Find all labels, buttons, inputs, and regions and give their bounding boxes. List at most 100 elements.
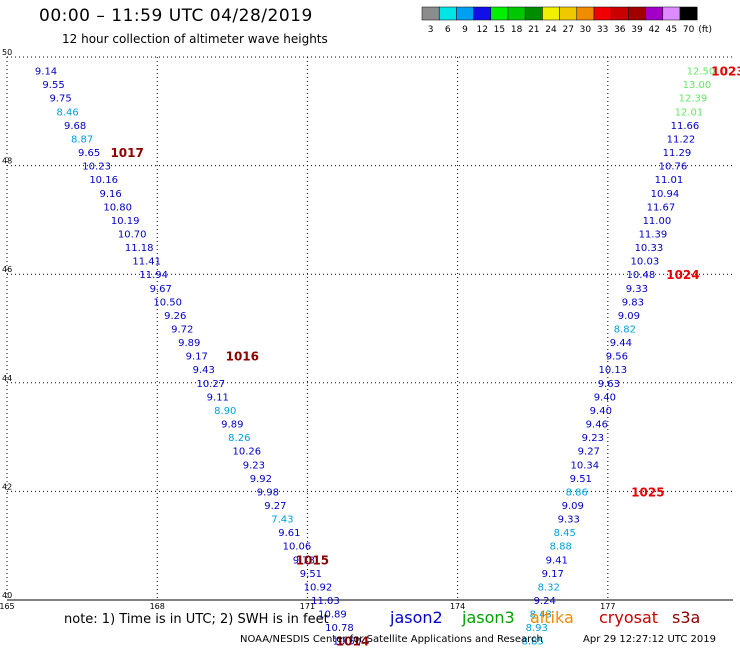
legend-swatch-label: 70 [683, 25, 695, 35]
swh-data-label: 11.22 [667, 134, 696, 145]
chart-subtitle: 12 hour collection of altimeter wave hei… [62, 32, 328, 46]
swh-data-label: 9.23 [243, 460, 265, 471]
legend-swatch-label: 24 [545, 25, 557, 35]
y-tick-label: 44 [2, 374, 12, 383]
pressure-label: 1014 [336, 635, 369, 649]
swh-data-label: 10.50 [333, 637, 362, 648]
legend-swatch [559, 6, 578, 21]
swh-data-label: 9.40 [590, 406, 612, 417]
swh-data-label: 10.89 [318, 610, 347, 621]
swh-data-label: 8.82 [614, 325, 636, 336]
swh-data-label: 11.39 [639, 229, 668, 240]
swh-data-label: 9.27 [578, 447, 600, 458]
swh-data-label: 10.26 [233, 447, 262, 458]
swh-data-label: 10.19 [111, 216, 140, 227]
legend-swatch-label: 6 [445, 25, 451, 35]
swh-data-label: 10.78 [325, 623, 354, 634]
swh-data-label: 13.00 [683, 80, 712, 91]
legend-satellite-cryosat: cryosat [599, 608, 659, 627]
swh-data-label: 10.76 [659, 162, 688, 173]
swh-data-label: 9.46 [586, 420, 608, 431]
footnote: note: 1) Time is in UTC; 2) SWH is in fe… [64, 612, 329, 627]
swh-data-label: 12.50 [687, 67, 716, 78]
swh-data-label: 9.44 [610, 338, 632, 349]
swh-data-label: 10.03 [631, 257, 660, 268]
swh-data-label: 8.32 [538, 582, 560, 593]
swh-data-label: 8.88 [550, 542, 572, 553]
swh-data-label: 8.85 [522, 637, 544, 648]
pressure-label: 1023 [711, 65, 740, 79]
legend-swatch-label: 30 [580, 25, 592, 35]
pressure-label: 1016 [226, 350, 259, 364]
swh-data-label: 8.45 [554, 528, 576, 539]
legend-swatch [662, 6, 681, 21]
legend-swatch [645, 6, 664, 21]
legend-swatch [628, 6, 646, 21]
legend-swatch-label: 21 [528, 25, 539, 35]
swh-data-label: 11.67 [647, 202, 676, 213]
swh-data-label: 11.00 [643, 216, 672, 227]
x-tick-label: 168 [150, 602, 165, 611]
y-tick-label: 42 [2, 482, 12, 491]
y-tick-label: 50 [2, 48, 12, 57]
swh-data-label: 12.01 [675, 107, 704, 118]
x-tick-label: 165 [0, 602, 15, 611]
swh-data-label: 9.43 [193, 365, 215, 376]
swh-data-label: 9.14 [35, 67, 57, 78]
pressure-label: 1017 [110, 146, 143, 160]
swh-data-label: 8.87 [71, 134, 93, 145]
swh-data-label: 8.86 [566, 487, 588, 498]
legend-satellite-altika: altika [530, 608, 574, 627]
swh-data-label: 9.17 [542, 569, 564, 580]
swh-data-label: 9.73 [293, 555, 315, 566]
generated-timestamp: Apr 29 12:27:12 UTC 2019 [583, 634, 716, 645]
swh-data-label: 10.27 [196, 379, 225, 390]
legend-swatch [473, 6, 492, 21]
swh-data-label: 9.16 [100, 189, 122, 200]
swh-data-label: 9.83 [622, 297, 644, 308]
swh-data-label: 11.29 [663, 148, 692, 159]
legend-satellite-jason2: jason2 [390, 608, 443, 627]
swh-data-label: 10.50 [153, 297, 182, 308]
swh-data-label: 9.92 [250, 474, 272, 485]
legend-swatch-label: 36 [614, 25, 626, 35]
legend-swatch-label: 39 [631, 25, 643, 35]
swh-data-label: 10.23 [82, 162, 111, 173]
legend-swatch [610, 6, 629, 21]
swh-data-label: 9.98 [257, 487, 279, 498]
swh-data-label: 11.18 [125, 243, 154, 254]
pressure-label: 1025 [631, 485, 664, 499]
swh-data-label: 9.26 [164, 311, 186, 322]
swh-data-label: 9.51 [300, 569, 322, 580]
swh-data-label: 11.03 [311, 596, 340, 607]
legend-swatch-label: 45 [666, 25, 677, 35]
swh-data-label: 11.94 [139, 270, 168, 281]
swh-data-label: 9.27 [264, 501, 286, 512]
swh-data-label: 9.09 [618, 311, 640, 322]
legend-swatch [456, 6, 474, 21]
legend-satellite-s3a: s3a [672, 608, 701, 627]
swh-data-label: 10.34 [570, 460, 599, 471]
y-tick-label: 40 [2, 591, 12, 600]
x-tick-label: 171 [300, 602, 315, 611]
swh-data-label: 9.23 [582, 433, 604, 444]
legend-unit-label: (ft) [698, 25, 712, 35]
swh-data-label: 9.24 [534, 596, 556, 607]
swh-data-label: 10.92 [304, 582, 333, 593]
swh-data-label: 10.80 [103, 202, 132, 213]
swh-data-label: 9.89 [178, 338, 200, 349]
legend-swatch-label: 33 [597, 25, 608, 35]
swh-data-label: 8.43 [530, 610, 552, 621]
swh-data-label: 9.17 [186, 352, 208, 363]
swh-data-label: 8.90 [214, 406, 236, 417]
swh-data-label: 9.41 [546, 555, 568, 566]
swh-data-label: 9.11 [207, 392, 229, 403]
credit-text: NOAA/NESDIS Center for Satellite Applica… [240, 634, 543, 645]
swh-data-label: 9.65 [78, 148, 100, 159]
swh-data-label: 9.61 [278, 528, 300, 539]
legend-swatch [593, 6, 612, 21]
swh-data-label: 10.13 [599, 365, 628, 376]
legend-swatch-label: 15 [494, 25, 505, 35]
swh-data-label: 9.89 [221, 420, 243, 431]
